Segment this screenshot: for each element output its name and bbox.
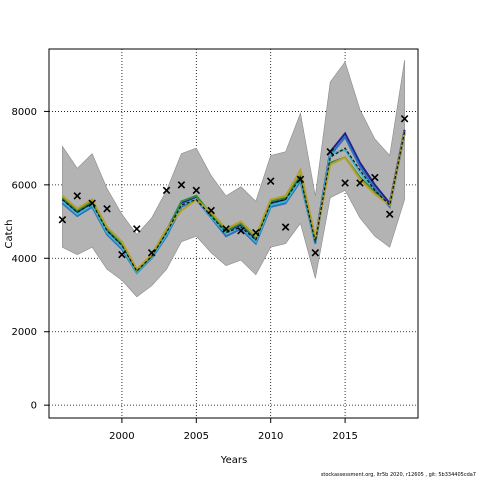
observed-point <box>162 186 171 195</box>
observed-point <box>371 173 379 182</box>
y-tick-label: 8000 <box>12 107 37 118</box>
observed-point <box>385 210 394 218</box>
series-line-6 <box>61 131 406 273</box>
axes: 2000 2005 2010 2015 0 2000 4000 6000 8000 <box>12 48 419 442</box>
observed-point <box>296 175 305 184</box>
confidence-band <box>62 59 405 298</box>
observed-point <box>207 206 215 215</box>
observed-point <box>400 114 409 123</box>
x-tick-label: 2010 <box>258 431 283 442</box>
series-line-2 <box>61 133 406 275</box>
observed-point <box>133 225 141 233</box>
series-line-5 <box>61 131 406 271</box>
observed-point <box>118 250 126 259</box>
observed-point <box>103 204 111 213</box>
y-tick-label: 4000 <box>12 254 37 265</box>
confidence-band-area <box>62 59 405 298</box>
observed-point <box>326 148 334 156</box>
observed-point <box>222 225 230 233</box>
y-tick-label: 2000 <box>12 327 37 338</box>
x-tick-label: 2005 <box>184 431 209 442</box>
observed-points <box>58 114 409 259</box>
footer-note: stockassessment.org, ltr5b 2020, r12605 … <box>320 472 476 478</box>
observed-point <box>266 177 275 185</box>
x-axis-title: Years <box>220 455 247 466</box>
observed-point <box>177 181 186 189</box>
observed-point <box>341 179 349 187</box>
x-tick-label: 2000 <box>109 431 134 442</box>
observed-point <box>88 199 96 207</box>
observed-point <box>73 192 82 200</box>
observed-point <box>58 215 67 224</box>
x-tick-label: 2015 <box>332 431 357 442</box>
plot-frame <box>48 48 419 419</box>
y-tick-label: 0 <box>31 401 37 412</box>
observed-point <box>237 226 245 235</box>
observed-point <box>311 249 320 257</box>
observed-point <box>356 179 364 187</box>
observed-point <box>281 223 290 231</box>
observed-point <box>252 228 260 237</box>
observed-point <box>192 186 201 195</box>
y-tick-label: 6000 <box>12 180 37 191</box>
series-lines <box>61 129 406 275</box>
observed-point <box>147 249 156 257</box>
y-axis-title: Catch <box>4 220 15 249</box>
